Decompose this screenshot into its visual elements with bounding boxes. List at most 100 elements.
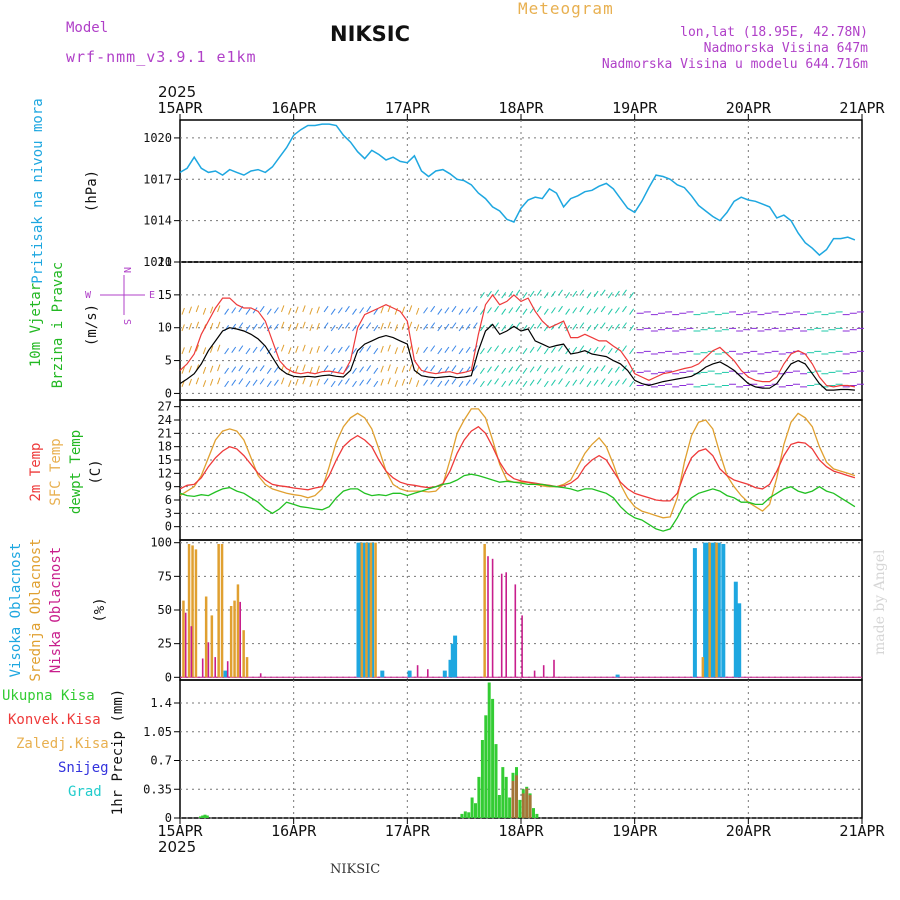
wind-barb [217, 344, 221, 352]
wind-barb [501, 348, 507, 355]
wind-barb [387, 344, 391, 352]
y-tick-label: 50 [158, 603, 172, 617]
wind-barb [579, 378, 585, 385]
pressure-axis-label: Pritisak na nivou mora [30, 98, 46, 283]
cloud-high-bar [407, 670, 412, 678]
wind-barb [224, 308, 230, 315]
rain-total-bar [504, 776, 508, 818]
wind-barb [209, 365, 214, 373]
wind-barb [224, 380, 230, 388]
wind-barb [558, 289, 563, 296]
year-top: 2025 [158, 83, 197, 101]
wind-barb [394, 380, 398, 388]
rain-total-bar [518, 799, 522, 818]
cloud-low-bar [226, 661, 229, 678]
wind-barb [359, 307, 365, 314]
wind-barb [352, 348, 357, 355]
cloud-high-bar [716, 542, 721, 678]
wind-barb [181, 347, 185, 355]
wind-barb [543, 367, 549, 375]
cloud-high-bar [703, 542, 708, 678]
wind-barb [529, 366, 535, 373]
wind-barb [529, 323, 535, 330]
rain-conv-bar [515, 775, 518, 818]
wind-barb [415, 307, 420, 315]
wind-barb [238, 345, 244, 352]
wind-barb [316, 365, 320, 373]
wind-barb [451, 378, 457, 385]
wind-barb [273, 366, 279, 373]
wind-barb [444, 346, 450, 353]
rain-total-bar [501, 767, 505, 818]
wind-barb [600, 345, 606, 352]
wind-barb [337, 307, 343, 314]
wind-barb [408, 364, 413, 372]
wind-barb [259, 378, 265, 385]
wind-barb [224, 348, 230, 355]
wind-barb [316, 345, 320, 353]
y-tick-label: 18 [158, 440, 172, 454]
y-tick-label: 1.05 [143, 725, 172, 739]
wind-barb [622, 345, 627, 352]
wind-barb [536, 378, 542, 385]
cloud-low-bar [239, 601, 241, 678]
wind-barb [465, 379, 471, 386]
precip-legend-item: Grad [68, 784, 102, 800]
cloud-low-bar [487, 556, 489, 678]
wind-barb [515, 305, 521, 313]
x-tick-label-bottom: 15APR [157, 822, 203, 840]
wind-barb [366, 345, 372, 352]
wind-barb [430, 322, 436, 329]
wind-barb [586, 292, 592, 299]
cloud-high-bar [442, 670, 447, 678]
cloud-mid-bar [360, 542, 364, 678]
wind-barb [444, 323, 450, 330]
rain-total-bar [508, 797, 512, 818]
temp2m-axis-label: 2m Temp [28, 442, 44, 501]
wind-barb [259, 322, 265, 329]
wind-barb [245, 367, 251, 375]
cloud-low-bar [514, 584, 517, 678]
cloud-high-bar [453, 635, 458, 678]
wind-barb [536, 365, 542, 372]
rain-total-bar [480, 740, 484, 818]
cloud-mid-bar [374, 542, 377, 678]
wind-barb [316, 378, 320, 386]
wind-barb [479, 292, 485, 299]
wind-barb [295, 345, 299, 353]
wind-barb [551, 379, 556, 386]
dewpoint-line [179, 473, 856, 532]
wind-barb [323, 365, 329, 372]
wind-barb [430, 365, 436, 372]
wind-barb [401, 345, 406, 353]
wind-barb [586, 325, 592, 332]
wind-barb [415, 324, 420, 332]
cloud-mid-bar [194, 549, 198, 678]
wind-barb [472, 378, 478, 385]
wind-barb [437, 380, 443, 388]
wind-barb [437, 348, 443, 355]
wind-barb [423, 346, 429, 353]
cloud-high-label: Visoka Oblacnost [8, 543, 24, 678]
wind-barb [309, 324, 313, 332]
cloud-high-bar [615, 674, 620, 678]
cloud-low-bar [427, 669, 429, 678]
wind-barb [231, 346, 237, 353]
cloud-mid-bar [701, 657, 705, 678]
wind-barb [259, 305, 265, 313]
wind-barb [572, 379, 578, 386]
wind-barb [430, 305, 436, 313]
wind-barb [408, 321, 413, 329]
wind-barb [501, 367, 507, 375]
cloud-low-bar [214, 657, 216, 678]
wind-barb [487, 366, 492, 373]
cloud-mid-bar [236, 584, 240, 678]
wind-barb [401, 365, 406, 373]
wind-barb [551, 366, 556, 373]
wind-barb [522, 367, 528, 375]
cloud-low-bar [505, 572, 507, 678]
pressure-line [179, 123, 856, 257]
wind-barb [579, 305, 585, 313]
cloud-low-bar [521, 615, 523, 678]
precip-legend-item: Zaledj.Kisa [16, 736, 109, 752]
